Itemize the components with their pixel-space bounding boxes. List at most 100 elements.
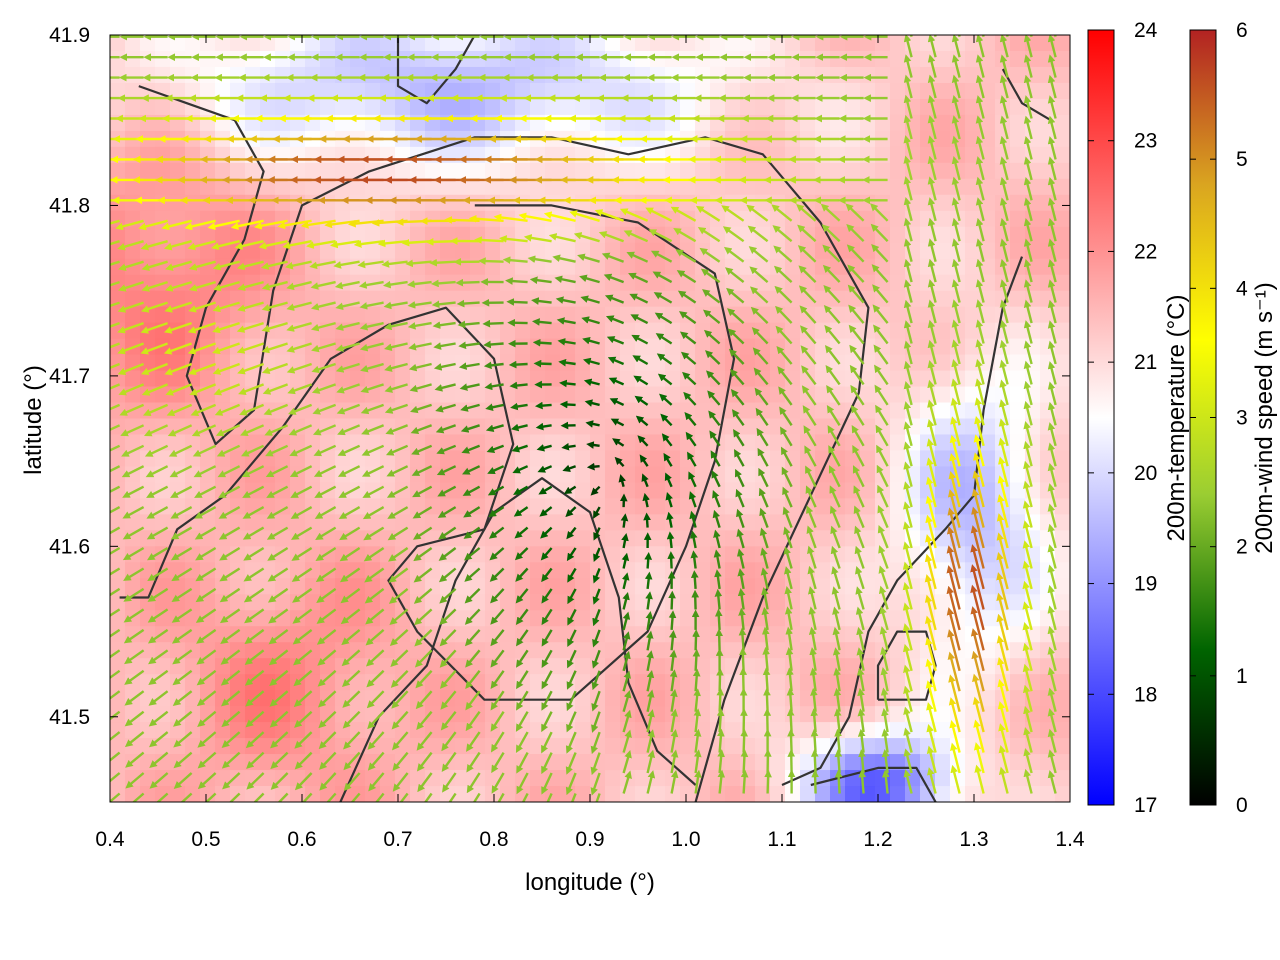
heatmap-cell <box>380 466 396 484</box>
heatmap-cell <box>860 322 876 340</box>
heatmap-cell <box>140 754 156 771</box>
heatmap-cell <box>365 146 381 164</box>
heatmap-cell <box>215 194 231 212</box>
heatmap-cell <box>230 498 246 515</box>
heatmap-cell <box>635 98 651 116</box>
heatmap-cell <box>395 178 411 196</box>
heatmap-cell <box>485 242 501 260</box>
heatmap-cell <box>140 722 156 739</box>
heatmap-cell <box>185 146 201 164</box>
heatmap-cell <box>200 450 216 468</box>
y-tick-label: 41.5 <box>49 706 90 729</box>
heatmap-cell <box>320 50 336 68</box>
heatmap-cell <box>410 738 426 755</box>
heatmap-cell <box>695 98 711 116</box>
heatmap-cell <box>935 658 951 675</box>
heatmap-cell <box>185 226 201 244</box>
heatmap-cell <box>665 322 681 340</box>
heatmap-cell <box>935 482 951 499</box>
heatmap-cell <box>755 306 771 324</box>
heatmap-cell <box>185 178 201 196</box>
heatmap-cell <box>1025 786 1041 802</box>
heatmap-cell <box>230 50 246 68</box>
heatmap-cell <box>560 50 576 68</box>
wind-arrow <box>933 35 937 37</box>
heatmap-cell <box>725 66 741 84</box>
heatmap-cell <box>350 738 366 755</box>
wind-arrow <box>716 687 725 712</box>
heatmap-cell <box>770 98 786 116</box>
heatmap-cell <box>260 194 276 212</box>
heatmap-cell <box>500 242 516 260</box>
heatmap-cell <box>200 514 216 531</box>
heatmap-cell <box>1010 434 1026 452</box>
heatmap-cell <box>680 690 696 707</box>
heatmap-cell <box>1055 690 1070 707</box>
wind-arrow <box>834 769 843 794</box>
heatmap-cell <box>485 306 501 324</box>
heatmap-cell <box>650 674 666 691</box>
heatmap-cell <box>890 130 906 148</box>
heatmap-cell <box>965 130 981 148</box>
wind-arrow <box>425 238 456 246</box>
wind-arrow <box>532 338 552 347</box>
wind-arrow <box>455 278 480 287</box>
heatmap-cell <box>620 386 636 404</box>
heatmap-cell <box>380 194 396 212</box>
heatmap-cell <box>785 754 801 771</box>
heatmap-cell <box>890 146 906 164</box>
heatmap-cell <box>650 578 666 595</box>
heatmap-cell <box>680 194 696 212</box>
heatmap-cell <box>545 514 561 531</box>
heatmap-cell <box>155 530 171 547</box>
heatmap-cell <box>530 562 546 579</box>
heatmap-cell <box>605 482 621 499</box>
heatmap-cell <box>935 706 951 723</box>
colorbar-tick-label: 0 <box>1236 794 1248 817</box>
heatmap-cell <box>230 194 246 212</box>
heatmap-cell <box>710 770 726 787</box>
heatmap-cell <box>380 498 396 515</box>
heatmap-cell <box>620 530 636 547</box>
heatmap-cell <box>605 786 621 802</box>
wind-arrow <box>981 35 985 37</box>
heatmap-cell <box>290 370 306 388</box>
heatmap-cell <box>335 82 351 100</box>
heatmap-cell <box>680 386 696 404</box>
heatmap-cell <box>125 578 141 595</box>
heatmap-cell <box>545 338 561 356</box>
heatmap-cell <box>470 306 486 324</box>
heatmap-cell <box>380 674 396 691</box>
heatmap-cell <box>1055 162 1070 180</box>
heatmap-cell <box>710 66 726 84</box>
heatmap-cell <box>890 642 906 659</box>
wind-arrow <box>740 769 749 794</box>
heatmap-cell <box>815 162 831 180</box>
heatmap-cell <box>1055 770 1070 787</box>
heatmap-cell <box>605 674 621 691</box>
heatmap-cell <box>890 530 906 547</box>
heatmap-cell <box>320 498 336 515</box>
heatmap-cell <box>740 66 756 84</box>
heatmap-cell <box>125 290 141 308</box>
heatmap-cell <box>575 258 591 276</box>
heatmap-cell <box>320 770 336 787</box>
heatmap-cell <box>635 66 651 84</box>
heatmap-cell <box>815 402 831 420</box>
heatmap-cell <box>605 50 621 68</box>
heatmap-cell <box>215 674 231 691</box>
heatmap-cell <box>380 786 396 802</box>
heatmap-cell <box>305 306 321 324</box>
heatmap-cell <box>215 706 231 723</box>
heatmap-cell <box>680 146 696 164</box>
heatmap-cell <box>635 50 651 68</box>
heatmap-cell <box>380 210 396 228</box>
heatmap-cell <box>260 642 276 659</box>
heatmap-cell <box>335 258 351 276</box>
heatmap-cell <box>620 98 636 116</box>
heatmap-cell <box>260 530 276 547</box>
heatmap-cell <box>290 434 306 452</box>
heatmap-cell <box>290 194 306 212</box>
heatmap-cell <box>320 146 336 164</box>
heatmap-cell <box>515 594 531 611</box>
